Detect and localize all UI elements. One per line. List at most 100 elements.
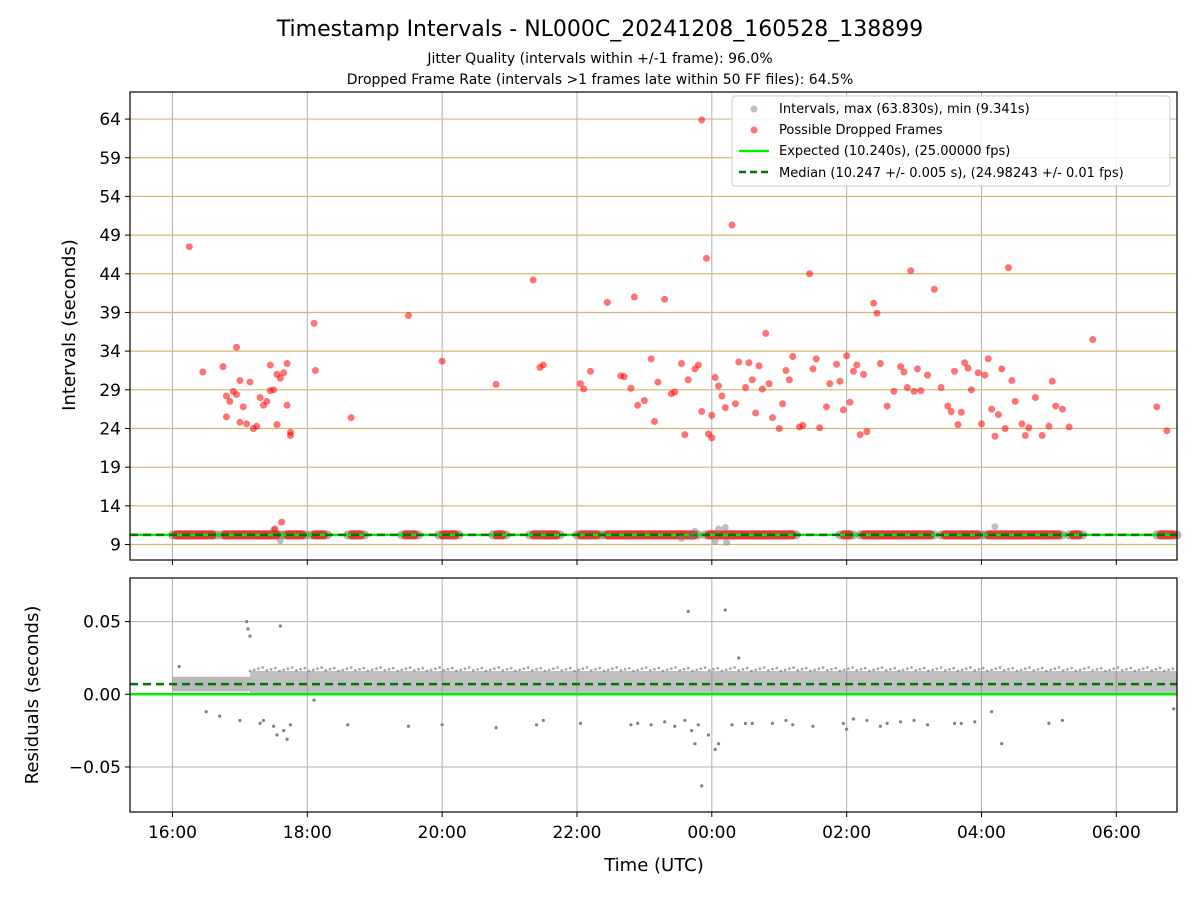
residual-band-point-104: [686, 666, 690, 670]
dropped-frame-point-1: [199, 368, 207, 376]
dropped-frame-point-152: [1089, 336, 1097, 344]
dropped-frame-point-6: [233, 343, 241, 351]
residual-point-4: [248, 634, 252, 638]
dropped-frame-point-99: [839, 406, 847, 414]
bottom-ytick-label-2: 0.05: [83, 613, 121, 633]
residual-band-point-127: [783, 668, 787, 672]
residual-band-point-180: [1007, 667, 1010, 671]
dropped-frame-point-102: [849, 367, 857, 375]
dropped-frame-point-142: [1018, 420, 1026, 428]
dropped-frame-point-37: [492, 380, 500, 388]
dropped-frame-point-119: [924, 371, 932, 379]
top-ytick-label-7: 44: [99, 265, 121, 285]
dropped-frame-point-64: [702, 254, 710, 262]
dropped-frame-point-82: [765, 380, 773, 388]
residual-band-point-96: [653, 667, 656, 671]
dropped-frame-point-44: [603, 298, 611, 306]
dropped-frame-point-7: [236, 377, 244, 385]
residual-band-point-69: [539, 666, 543, 670]
dropped-frame-point-151: [1065, 423, 1073, 431]
residual-band-point-71: [547, 668, 551, 672]
residual-point-60: [1047, 721, 1051, 725]
residual-band-point-77: [573, 669, 576, 673]
residual-band-point-3: [261, 666, 265, 669]
dropped-frame-point-141: [1011, 397, 1019, 405]
residual-band-point-11: [294, 669, 298, 672]
residual-band-point-48: [450, 666, 454, 670]
residual-point-28: [683, 718, 687, 723]
residual-band-point-39: [412, 669, 416, 672]
residual-band-point-2: [257, 667, 260, 671]
residual-band-point-81: [589, 669, 593, 672]
dropped-frame-point-98: [836, 377, 844, 385]
residual-point-47: [845, 727, 849, 731]
residual-point-22: [578, 721, 582, 725]
dropped-frame-point-145: [1031, 394, 1039, 402]
top-plot-frame: [129, 91, 1178, 561]
residual-band-point-32: [383, 669, 387, 672]
bottom-xtick-label-2: 20:00: [418, 823, 467, 843]
dropped-frame-point-95: [822, 403, 830, 411]
residual-band-point-190: [1049, 668, 1052, 672]
dropped-frame-point-35: [404, 312, 412, 320]
residual-point-6: [282, 729, 286, 733]
dropped-frame-point-24: [253, 422, 261, 430]
residual-band-point-196: [1074, 669, 1078, 673]
residual-point-29: [686, 609, 690, 614]
dropped-frame-point-130: [974, 369, 982, 377]
interval-point-5: [711, 537, 719, 545]
residual-band-point-50: [459, 668, 463, 672]
top-ytick-label-2: 19: [99, 458, 121, 478]
dropped-frame-point-106: [863, 428, 871, 436]
residual-band-point-116: [737, 669, 741, 672]
dropped-frame-point-63: [698, 407, 706, 415]
residual-band-point-159: [918, 667, 922, 671]
residual-point-37: [723, 608, 727, 612]
residual-point-31: [693, 742, 697, 746]
residual-band-point-42: [425, 669, 429, 673]
residual-band-point-157: [910, 666, 913, 669]
residual-band-point-43: [429, 668, 433, 672]
residual-band-point-73: [556, 666, 559, 669]
residual-band-point-37: [404, 667, 408, 671]
residual-band-point-132: [804, 666, 808, 670]
residual-band-point-125: [775, 666, 779, 670]
dropped-frame-point-31: [271, 525, 279, 533]
dropped-frame-point-33: [311, 366, 319, 374]
residual-point-40: [743, 721, 748, 725]
residual-band-point-176: [990, 668, 994, 672]
residual-band-point-199: [1087, 666, 1090, 669]
residual-band-point-60: [501, 669, 505, 672]
dropped-frame-point-134: [988, 405, 996, 413]
residual-point-42: [770, 721, 775, 725]
residual-point-53: [912, 718, 916, 723]
dropped-frame-point-150: [1058, 405, 1066, 413]
residual-point-24: [636, 721, 640, 725]
residual-band-point-119: [750, 669, 753, 673]
dropped-frame-point-90: [799, 421, 807, 429]
residual-band-point-218: [1167, 668, 1170, 672]
residual-band-point-98: [661, 669, 665, 673]
residual-band-point-134: [813, 668, 817, 672]
residual-band-point-171: [969, 666, 972, 669]
dropped-frame-point-47: [627, 384, 635, 392]
residual-band-point-46: [442, 669, 446, 672]
dropped-frame-point-153: [1153, 403, 1161, 411]
top-ytick-label-3: 24: [99, 419, 121, 439]
dropped-frame-point-76: [745, 359, 753, 367]
residual-band-point-74: [560, 669, 564, 672]
dropped-frame-point-50: [640, 397, 648, 405]
bottom-xtick-label-5: 02:00: [822, 823, 871, 843]
residual-band-point-120: [754, 668, 758, 672]
dropped-frame-point-96: [826, 380, 834, 388]
residual-point-50: [878, 724, 882, 728]
residual-band-point-217: [1162, 669, 1166, 673]
dropped-frame-point-108: [873, 309, 881, 317]
residual-band-point-165: [943, 669, 947, 672]
dropped-frame-point-117: [913, 365, 921, 373]
residual-band-point-212: [1141, 667, 1145, 671]
residual-band-point-93: [640, 667, 644, 671]
interval-point-9: [991, 523, 999, 531]
residual-band-point-13: [303, 666, 307, 670]
residual-band-point-40: [417, 667, 420, 671]
